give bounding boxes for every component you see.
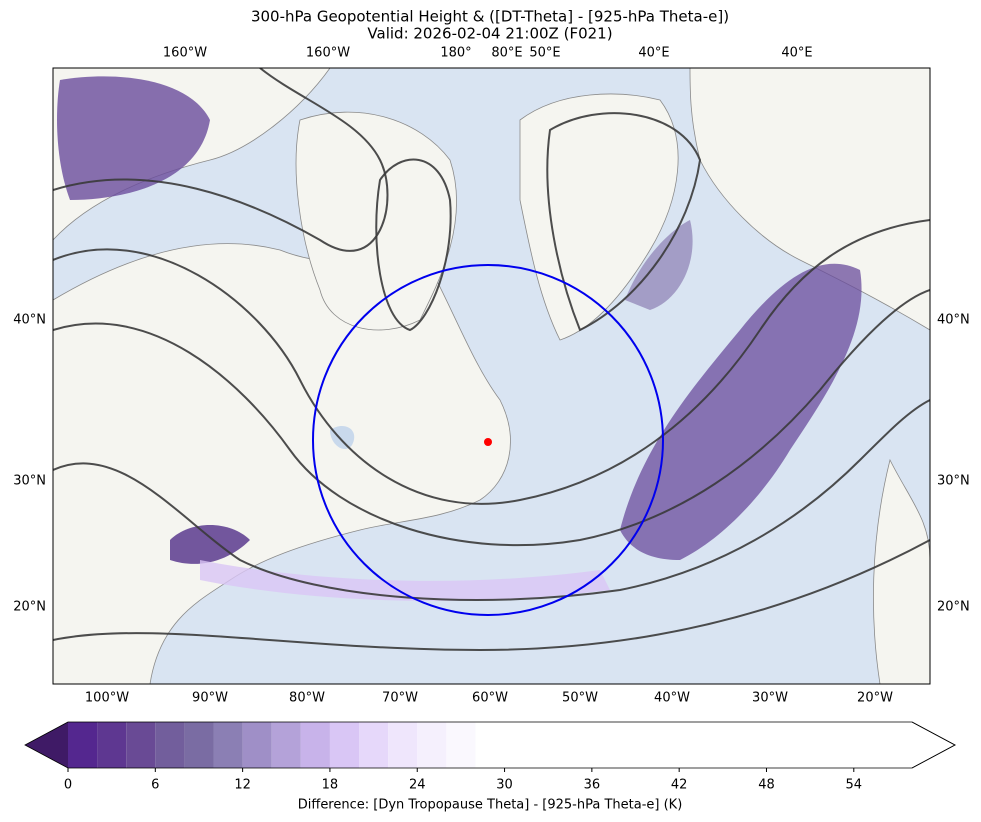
colorbar-band: [126, 722, 156, 768]
colorbar-band: [68, 722, 98, 768]
colorbar-under: [25, 722, 68, 768]
colorbar-band: [329, 722, 360, 768]
colorbar-tick-label: 54: [846, 778, 863, 793]
top-lon-label: 40°E: [638, 46, 669, 61]
bottom-lon-label: 100°W: [85, 691, 129, 706]
colorbar-tick-label: 6: [151, 778, 159, 793]
top-lon-label: 80°E: [491, 46, 522, 61]
colorbar-tick-label: 30: [496, 778, 513, 793]
left-lat-label: 20°N: [13, 600, 46, 615]
colorbar-label: Difference: [Dyn Tropopause Theta] - [92…: [298, 798, 683, 813]
left-lat-label: 30°N: [13, 474, 46, 489]
right-lat-label: 30°N: [937, 474, 970, 489]
top-lon-label: 180°: [440, 46, 471, 61]
top-lon-label: 50°E: [529, 46, 560, 61]
bottom-lon-label: 40°W: [654, 691, 690, 706]
colorbar-band: [271, 722, 301, 768]
colorbar-band: [417, 722, 447, 768]
top-lon-label: 160°W: [163, 46, 207, 61]
colorbar-band: [155, 722, 185, 768]
colorbar-tick-label: 48: [758, 778, 775, 793]
bottom-lon-label: 90°W: [192, 691, 228, 706]
bottom-lon-label: 70°W: [382, 691, 418, 706]
map-frame: [52, 67, 931, 685]
colorbar-band: [475, 722, 912, 768]
colorbar-outline: [24, 721, 956, 769]
colorbar-tick-label: 0: [64, 778, 72, 793]
colorbar-tick-label: 42: [671, 778, 688, 793]
bottom-lon-label: 80°W: [289, 691, 325, 706]
title: 300-hPa Geopotential Height & ([DT-Theta…: [251, 8, 729, 26]
colorbar-tick-label: 18: [322, 778, 339, 793]
left-lat-label: 40°N: [13, 313, 46, 328]
colorbar-tick-label: 12: [234, 778, 251, 793]
colorbar-tick-label: 36: [584, 778, 601, 793]
colorbar-band: [184, 722, 214, 768]
colorbar-band: [242, 722, 272, 768]
map: [53, 68, 930, 684]
colorbar-band: [388, 722, 418, 768]
bottom-lon-label: 20°W: [857, 691, 893, 706]
colorbar-band: [97, 722, 127, 768]
colorbar-band: [446, 722, 476, 768]
colorbar-band: [213, 722, 243, 768]
top-lon-label: 40°E: [781, 46, 812, 61]
top-lon-label: 160°W: [306, 46, 350, 61]
bottom-lon-label: 60°W: [472, 691, 508, 706]
right-lat-label: 40°N: [937, 313, 970, 328]
subtitle: Valid: 2026-02-04 21:00Z (F021): [367, 25, 612, 43]
bottom-lon-label: 50°W: [562, 691, 598, 706]
colorbar-over: [911, 721, 956, 769]
colorbar-tick-label: 24: [409, 778, 426, 793]
right-lat-label: 20°N: [937, 600, 970, 615]
colorbar-band: [359, 722, 389, 768]
bottom-lon-label: 30°W: [752, 691, 788, 706]
colorbar-band: [300, 722, 330, 768]
